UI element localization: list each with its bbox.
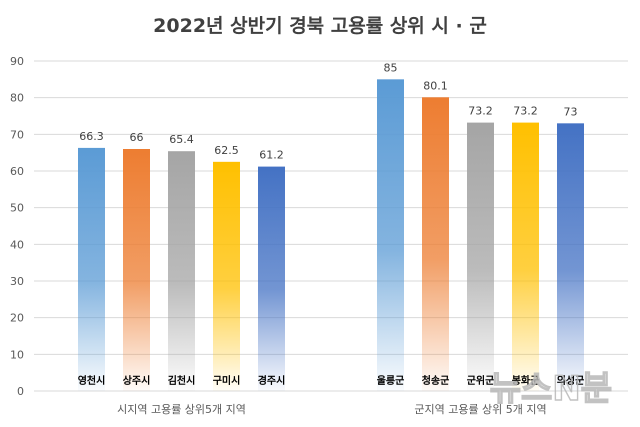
bar-구미시 [213, 161, 240, 391]
category-label: 군위군 [467, 374, 495, 387]
y-tick-label: 40 [10, 238, 24, 251]
y-tick-label: 30 [10, 275, 24, 288]
y-tick-label: 50 [10, 202, 24, 215]
group-label: 시지역 고용률 상위5개 지역 [117, 403, 246, 416]
bar-봉화군 [512, 122, 539, 391]
data-label: 61.2 [259, 149, 284, 162]
data-label: 66 [130, 131, 144, 144]
data-label: 73 [564, 105, 578, 118]
category-label: 상주시 [123, 374, 151, 387]
bar-청송군 [422, 97, 449, 392]
data-label: 66.3 [79, 130, 104, 143]
category-labels: 영천시 상주시 김천시 구미시 경주시 울릉군 청송군 군위군 봉화군 의성군 [78, 374, 585, 387]
group-label: 군지역 고용률 상위 5개 지역 [414, 403, 546, 416]
bar-울릉군 [377, 79, 404, 391]
data-label: 65.4 [169, 133, 194, 146]
y-tick-label: 70 [10, 128, 24, 141]
bars [78, 79, 584, 392]
category-label: 김천시 [168, 374, 196, 387]
chart-title: 2022년 상반기 경북 고용률 상위 시 · 군 [153, 15, 487, 37]
watermark-logo: 뉴스N분 [490, 369, 612, 409]
y-tick-label: 60 [10, 165, 24, 178]
data-labels: 66.3 66 65.4 62.5 61.2 85 80.1 73.2 73.2 73 [79, 61, 577, 161]
category-label: 의성군 [557, 374, 585, 387]
data-label: 62.5 [214, 144, 239, 157]
y-tick-label: 80 [10, 92, 24, 105]
data-label: 80.1 [423, 79, 448, 92]
bar-경주시 [258, 166, 285, 391]
category-label: 청송군 [422, 374, 450, 387]
y-tick-label: 0 [17, 385, 24, 398]
y-tick-label: 90 [10, 55, 24, 68]
category-label: 봉화군 [512, 375, 540, 387]
y-tick-label: 20 [10, 312, 24, 325]
category-label: 영천시 [78, 374, 106, 387]
category-label: 경주시 [258, 374, 286, 387]
bar-김천시 [168, 151, 195, 391]
category-label: 울릉군 [377, 375, 405, 387]
y-axis-ticks: 0 10 20 30 40 50 60 70 80 90 [10, 55, 24, 398]
group-labels: 시지역 고용률 상위5개 지역 군지역 고용률 상위 5개 지역 [117, 403, 547, 416]
bar-상주시 [123, 149, 150, 391]
data-label: 85 [384, 61, 398, 74]
data-label: 73.2 [513, 105, 538, 118]
y-tick-label: 10 [10, 348, 24, 361]
bar-군위군 [467, 122, 494, 391]
bar-의성군 [557, 123, 584, 391]
data-label: 73.2 [468, 105, 493, 118]
category-label: 구미시 [213, 374, 241, 387]
bar-영천시 [78, 147, 105, 391]
